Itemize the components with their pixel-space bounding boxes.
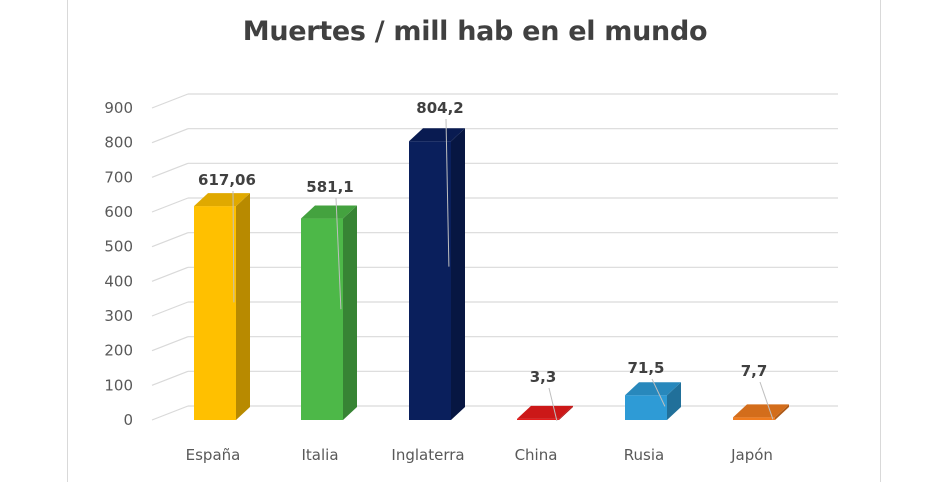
y-tick-label: 200 (104, 342, 133, 360)
bars (194, 128, 789, 420)
chart-frame (67, 0, 881, 482)
bar-side (775, 404, 789, 420)
x-tick-label: Rusia (624, 446, 664, 464)
bar-front (733, 417, 775, 420)
gridline (151, 301, 189, 317)
x-tick-label: Japón (730, 446, 773, 464)
gridline (151, 162, 189, 178)
y-tick-label: 900 (104, 99, 133, 117)
data-label: 71,5 (627, 359, 664, 377)
chart-title: Muertes / mill hab en el mundo (242, 16, 708, 47)
gridline (151, 232, 189, 248)
x-tick-label: Inglaterra (391, 446, 464, 464)
bar-top (625, 382, 681, 396)
y-axis: 0 100 200 300 400 500 600 700 800 900 (104, 99, 133, 429)
data-label: 617,06 (198, 171, 256, 189)
data-label: 7,7 (741, 362, 768, 380)
x-axis: España Italia Inglaterra China Rusia Japón (186, 446, 773, 464)
bar-side (451, 128, 465, 420)
bar-top (409, 128, 465, 142)
bar-side (236, 193, 250, 420)
y-tick-label: 300 (104, 307, 133, 325)
bar-front (517, 418, 559, 420)
x-tick-label: China (515, 446, 558, 464)
data-label: 3,3 (530, 368, 557, 386)
label-leader-line (232, 190, 235, 303)
label-leader-line (445, 118, 450, 267)
gridline (151, 128, 189, 144)
bar-top (194, 193, 250, 207)
bar-front (625, 395, 667, 420)
x-tick-label: Italia (301, 446, 338, 464)
data-label: 804,2 (416, 99, 463, 117)
bar-front (409, 141, 451, 420)
data-labels: 617,06 581,1 804,2 3,3 71,5 7,7 (198, 99, 774, 421)
bar-side (667, 382, 681, 420)
gridline (151, 266, 189, 282)
gridline (151, 336, 189, 352)
y-tick-label: 600 (104, 203, 133, 221)
bar-front (301, 218, 343, 420)
data-label: 581,1 (306, 178, 353, 196)
bar-inglaterra (409, 128, 465, 420)
label-leader-line (548, 387, 558, 421)
label-leader-line (759, 381, 774, 420)
bar-top (733, 404, 789, 418)
label-leader-line (335, 197, 342, 310)
bar-rusia (625, 382, 681, 420)
bar-side (343, 205, 357, 420)
bar-china (517, 405, 573, 420)
bar-japón (733, 404, 789, 420)
gridline (151, 197, 189, 213)
y-tick-label: 400 (104, 272, 133, 290)
gridlines (151, 93, 838, 421)
bar-italia (301, 205, 357, 420)
y-tick-label: 100 (104, 376, 133, 394)
gridline (151, 405, 189, 421)
y-tick-label: 800 (104, 134, 133, 152)
bar-top (301, 205, 357, 219)
y-tick-label: 700 (104, 168, 133, 186)
label-leader-line (651, 378, 666, 407)
gridline (151, 93, 189, 109)
bar-españa (194, 193, 250, 420)
x-tick-label: España (186, 446, 241, 464)
bar-top (517, 405, 573, 419)
y-tick-label: 0 (123, 411, 133, 429)
y-tick-label: 500 (104, 238, 133, 256)
gridline (151, 370, 189, 386)
bar-side (559, 405, 573, 420)
bar-front (194, 206, 236, 420)
